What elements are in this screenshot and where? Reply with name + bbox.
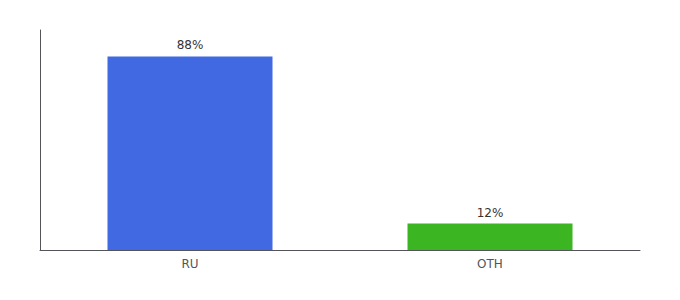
svg-text:RU: RU (181, 257, 198, 271)
svg-text:12%: 12% (477, 206, 504, 220)
svg-text:OTH: OTH (477, 257, 503, 271)
svg-text:88%: 88% (177, 38, 204, 52)
